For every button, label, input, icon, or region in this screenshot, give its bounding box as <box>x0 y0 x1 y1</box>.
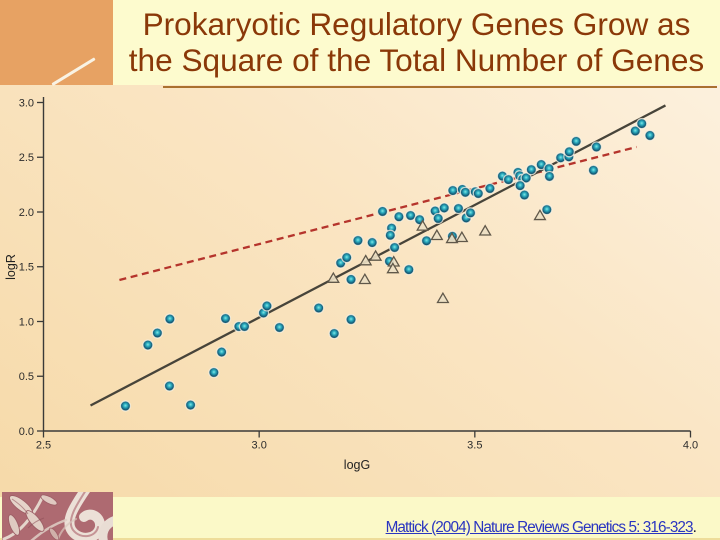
data-point-triangle <box>359 254 373 266</box>
y-tick-label: 3.0 <box>19 97 34 109</box>
data-point-circle <box>261 300 273 312</box>
title-underline-rule <box>163 86 717 88</box>
y-tick-label: 1.0 <box>19 316 34 328</box>
data-point-circle <box>313 302 325 314</box>
footer-pattern-decoration <box>2 492 113 540</box>
data-point-circle <box>420 235 433 247</box>
citation: Mattick (2004) Nature Reviews Genetics 5… <box>385 519 697 537</box>
data-point-circle <box>163 380 176 392</box>
data-point-circle <box>484 182 496 195</box>
data-point-circle <box>447 184 459 197</box>
data-point-triangle <box>478 224 492 236</box>
data-point-circle <box>464 207 477 219</box>
data-point-circle <box>352 234 364 247</box>
data-point-circle <box>432 212 444 225</box>
x-tick-label: 2.5 <box>36 440 51 452</box>
data-point-circle <box>563 146 575 158</box>
x-tick-label: 3.5 <box>467 440 482 452</box>
y-axis-title: logR <box>4 254 18 280</box>
data-point-circle <box>541 203 553 216</box>
data-point-triangle <box>533 208 547 221</box>
data-point-circle <box>404 209 417 222</box>
title-bar: Prokaryotic Regulatory Genes Grow as the… <box>113 0 720 85</box>
data-point-triangle <box>369 249 383 261</box>
data-point-circle <box>629 125 641 137</box>
data-point-triangle <box>386 262 400 274</box>
citation-link[interactable]: Mattick (2004) Nature Reviews Genetics 5… <box>385 519 694 536</box>
data-point-circle <box>520 172 532 184</box>
citation-period: . <box>692 519 697 536</box>
data-point-triangle <box>455 230 469 243</box>
data-point-circle <box>151 327 163 339</box>
data-point-triangle <box>436 291 450 304</box>
data-point-circle <box>208 366 220 379</box>
data-point-circle <box>238 320 251 333</box>
data-point-circle <box>452 202 465 215</box>
data-point-circle <box>384 229 396 241</box>
data-point-circle <box>590 141 603 153</box>
data-point-circle <box>164 313 176 325</box>
data-point-circle <box>438 202 450 214</box>
footer-band-edge <box>0 538 720 540</box>
data-point-triangle <box>430 228 444 241</box>
slide-title-line1: Prokaryotic Regulatory Genes Grow as <box>142 6 691 42</box>
data-point-circle <box>393 211 405 223</box>
data-point-circle <box>459 186 471 198</box>
data-point-circle <box>184 399 197 411</box>
data-point-circle <box>345 313 357 326</box>
data-point-circle <box>570 135 582 147</box>
y-tick-label: 2.5 <box>19 152 34 164</box>
data-point-circle <box>219 312 232 325</box>
y-tick-label: 1.5 <box>19 262 34 274</box>
data-point-triangle <box>416 219 430 231</box>
data-point-circle <box>345 273 357 286</box>
data-point-circle <box>543 170 556 183</box>
data-point-circle <box>644 129 656 142</box>
data-point-circle <box>636 118 648 130</box>
data-point-circle <box>376 205 389 218</box>
data-point-circle <box>587 164 600 176</box>
data-point-circle <box>142 339 154 351</box>
y-tick-label: 0.5 <box>19 371 34 383</box>
data-point-circle <box>119 400 132 412</box>
data-point-circle <box>472 187 484 200</box>
data-point-circle <box>525 164 537 176</box>
y-tick-label: 0.0 <box>19 426 34 438</box>
data-point-circle <box>403 263 415 276</box>
data-point-triangle <box>326 271 340 283</box>
data-point-circle <box>328 327 340 340</box>
x-tick-label: 3.0 <box>252 440 267 452</box>
data-point-circle <box>518 189 531 201</box>
x-tick-label: 4.0 <box>683 440 698 452</box>
data-point-circle <box>389 241 401 254</box>
x-axis-title: logG <box>344 458 370 472</box>
data-point-triangle <box>358 272 372 285</box>
data-point-circle <box>502 173 515 186</box>
slide-title-line2: the Square of the Total Number of Genes <box>128 41 705 78</box>
footer-band <box>0 497 720 540</box>
data-point-circle <box>514 180 526 192</box>
data-point-circle <box>273 321 286 334</box>
data-point-circle <box>216 346 228 358</box>
data-point-circle <box>366 236 378 249</box>
y-tick-label: 2.0 <box>19 207 34 219</box>
data-point-triangle <box>445 231 459 244</box>
data-point-circle <box>341 251 353 264</box>
header-orange-block <box>0 0 113 86</box>
